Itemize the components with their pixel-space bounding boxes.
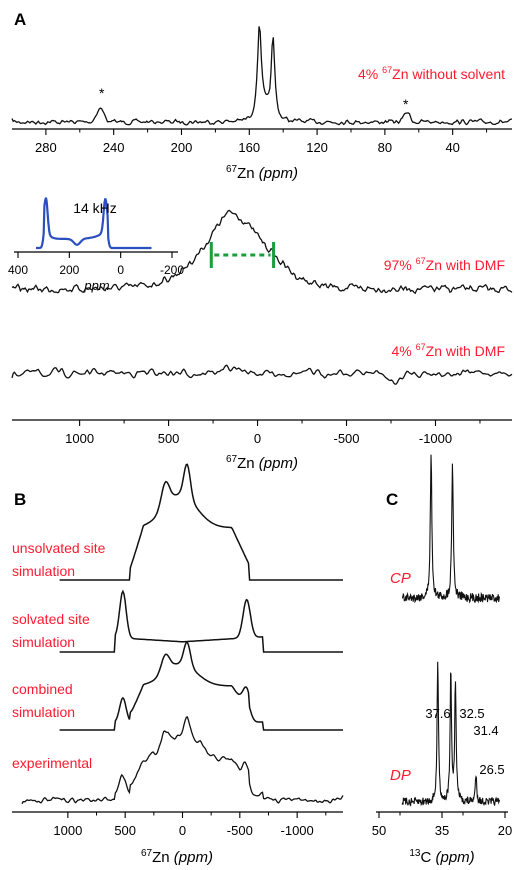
inset-x-ticks: 400 200 0 -200: [8, 252, 184, 277]
x-ticks-b: 1000 500 0 -500 -1000: [53, 812, 327, 838]
inset-field-label: 14 kHz: [73, 200, 117, 216]
panel-label-a: A: [14, 10, 26, 29]
trace-combined-sim: [59, 641, 343, 731]
peak-label-26-5: 26.5: [479, 762, 504, 777]
x-tick-label: 80: [378, 140, 392, 155]
inset-trace: [36, 197, 152, 250]
x-ticks-c: 50 35 20: [372, 812, 512, 838]
x-tick-label: 120: [306, 140, 328, 155]
label-experimental: experimental: [12, 755, 92, 771]
x-axis-label-a-top: 67Zn (ppm): [226, 164, 298, 182]
trace-4-dmf: [11, 364, 513, 385]
peak-label-31-4: 31.4: [473, 723, 498, 738]
x-tick-label: 240: [103, 140, 125, 155]
x-tick-label: -1000: [419, 431, 452, 446]
panel-a-inset: 14 kHz 400 200 0 -200 ppm: [8, 197, 184, 293]
panel-b: unsolvated site simulation solvated site…: [12, 463, 344, 866]
x-tick-label: 0: [117, 263, 124, 277]
x-tick-label: 200: [171, 140, 193, 155]
series-label-97-dmf: 97% 67Zn with DMF: [384, 256, 505, 273]
panel-c: CP DP 37.6 32.5 31.4 26.5 50 35 20 13C (pp…: [372, 454, 512, 866]
x-ticks-a-lower: 1000 500 0 -500 -1000: [65, 420, 481, 446]
x-tick-label: 160: [238, 140, 260, 155]
trace-unsolvated-sim: [59, 463, 343, 581]
sideband-star-2: *: [403, 96, 409, 112]
panel-label-c: C: [386, 490, 398, 509]
x-tick-label: 500: [158, 431, 180, 446]
sideband-star-1: *: [99, 85, 105, 101]
label-unsolvated: unsolvated site simulation: [12, 540, 109, 579]
x-tick-label: 20: [498, 823, 512, 838]
x-tick-label: -500: [227, 823, 253, 838]
x-tick-label: -500: [334, 431, 360, 446]
x-ticks-a-top: 280 240 200 160 120 80 40: [35, 129, 488, 155]
x-axis-label-a-lower: 67Zn (ppm): [226, 454, 298, 472]
trace-experimental: [21, 715, 344, 805]
panel-label-b: B: [14, 490, 26, 509]
x-tick-label: 0: [179, 823, 186, 838]
x-tick-label: 500: [114, 823, 136, 838]
x-tick-label: 50: [372, 823, 386, 838]
trace-solvated-sim: [59, 589, 343, 653]
panel-a-top: * * 4% 67Zn without solvent 280 240 200 160…: [11, 26, 513, 182]
x-tick-label: 40: [445, 140, 459, 155]
trace-dp: [401, 661, 501, 807]
label-cp: CP: [390, 570, 411, 587]
trace-97-dmf: [11, 209, 513, 295]
x-axis-label-b: 67Zn (ppm): [141, 848, 213, 866]
x-tick-label: 280: [35, 140, 57, 155]
x-tick-label: -200: [160, 263, 184, 277]
inset-x-axis-label: ppm: [83, 278, 109, 293]
series-label-4-dmf: 4% 67Zn with DMF: [392, 342, 505, 359]
x-axis-label-c: 13C (ppm): [409, 848, 474, 866]
x-tick-label: 0: [254, 431, 261, 446]
peak-label-32-5: 32.5: [459, 706, 484, 721]
x-tick-label: -1000: [281, 823, 314, 838]
x-tick-label: 200: [59, 263, 79, 277]
series-label-without-solvent: 4% 67Zn without solvent: [358, 65, 505, 82]
label-solvated: solvated site simulation: [12, 611, 94, 650]
label-dp: DP: [390, 767, 411, 784]
peak-label-37-6: 37.6: [425, 706, 450, 721]
x-tick-label: 35: [435, 823, 449, 838]
x-tick-label: 1000: [65, 431, 94, 446]
trace-without-solvent: [11, 26, 513, 126]
trace-cp: [401, 454, 501, 604]
width-marker: [209, 242, 276, 268]
x-tick-label: 1000: [53, 823, 82, 838]
panel-a-lower: 97% 67Zn with DMF 4% 67Zn with DMF 1000 5…: [11, 209, 513, 472]
label-combined: combined simulation: [12, 681, 77, 720]
x-tick-label: 400: [8, 263, 28, 277]
